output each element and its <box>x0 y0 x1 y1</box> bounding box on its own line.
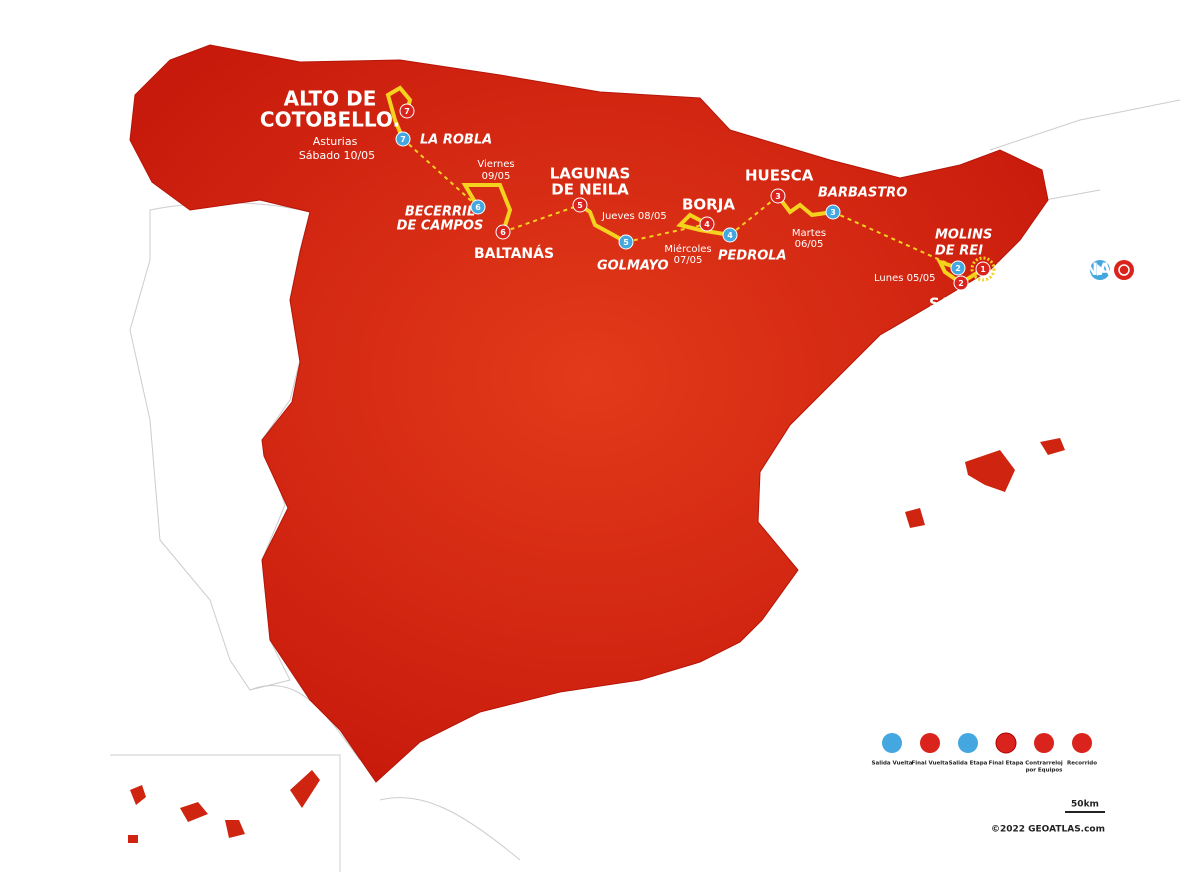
stage-number: 5 <box>577 201 583 210</box>
place-label: Sábado 10/05 <box>299 149 375 162</box>
legend-icon <box>920 733 940 753</box>
legend-icon <box>882 733 902 753</box>
place-label: DE LLOBREGAT <box>929 312 1055 330</box>
place-label: DE REI <box>935 244 983 259</box>
place-label: COTOBELLO. <box>260 108 400 132</box>
legend-label: Salida Vuelta <box>872 761 913 767</box>
legend-label: Recorrido <box>1067 761 1097 767</box>
islands <box>128 438 1065 843</box>
stage-marker <box>572 197 588 213</box>
place-label: Jueves 08/05 <box>601 211 667 222</box>
place-label: BARCELONA <box>996 260 1112 280</box>
legend: 50km ©2022 GEOATLAS.com Salida Vuelta Fin… <box>868 716 1110 835</box>
place-label: Martes <box>792 228 826 239</box>
legend-icon <box>958 733 978 753</box>
stage-marker <box>399 103 415 119</box>
legend-label: por Equipos <box>1026 768 1064 774</box>
spain <box>129 44 1049 783</box>
stage-number: 1 <box>980 265 986 274</box>
stage-marker <box>699 216 715 232</box>
place-label: GOLMAYO <box>597 259 669 274</box>
ttt-icon-dial <box>1118 264 1130 276</box>
place-label: Miércoles <box>664 243 711 255</box>
stage-number: 2 <box>955 264 961 273</box>
place-label: 06/05 <box>795 239 824 250</box>
stage-marker <box>395 131 411 147</box>
credit: ©2022 GEOATLAS.com <box>991 825 1105 835</box>
route <box>385 85 985 286</box>
stage-marker <box>950 260 966 276</box>
stage-number: 2 <box>958 279 964 288</box>
place-label: Lunes 05/05 <box>874 273 935 284</box>
place-label: DE CAMPOS <box>397 219 484 234</box>
legend-icon <box>1072 733 1092 753</box>
stage-number: 7 <box>400 135 406 144</box>
start-icon-arrow <box>1097 264 1105 276</box>
stage-number: 4 <box>727 231 733 240</box>
stage-number: 7 <box>404 107 410 116</box>
place-label: HUESCA <box>745 167 814 185</box>
place-label: MOLINS <box>935 228 992 243</box>
scale-label: 50km <box>1071 800 1099 810</box>
ttt-icon <box>1114 260 1134 280</box>
place-label: BECERRIL <box>405 205 475 220</box>
place-label: BALTANÁS <box>474 245 554 262</box>
stage-number: 6 <box>500 228 506 237</box>
stage-marker <box>470 199 486 215</box>
place-label: 09/05 <box>482 171 511 182</box>
place-label: PEDROLA <box>718 249 787 264</box>
legend-icon <box>995 732 1017 754</box>
stage-marker <box>825 204 841 220</box>
stage-marker <box>953 275 969 291</box>
legend-label: Contrarreloj <box>1025 761 1063 767</box>
stage-marker <box>495 224 511 240</box>
legend-label: Salida Etapa <box>949 761 988 767</box>
stage-ring <box>970 256 996 282</box>
stage-number: 4 <box>704 220 710 229</box>
place-label: Domingo 04/05 <box>998 284 1075 295</box>
stage-marker <box>975 261 991 277</box>
legend-label: Final Etapa <box>989 761 1024 767</box>
place-label: LAGUNAS <box>550 165 631 183</box>
stage-number: 3 <box>830 208 836 217</box>
place-label: Viernes <box>477 159 514 170</box>
legend-label: Final Vuelta <box>911 761 948 767</box>
stage-marker <box>722 227 738 243</box>
stage-number: 6 <box>475 203 481 212</box>
stage-number: 3 <box>775 192 781 201</box>
place-label: LA ROBLA <box>420 133 492 148</box>
legend-icon <box>1034 733 1054 753</box>
place-label: ALTO DE <box>284 87 377 111</box>
place-label: DE NEILA <box>551 181 629 199</box>
legend-box <box>868 716 1110 772</box>
stage-number: 5 <box>623 238 629 247</box>
place-label: Asturias <box>313 135 358 148</box>
stage-marker <box>618 234 634 250</box>
place-label: 07/05 <box>674 255 703 266</box>
place-label: SANT BOI <box>929 295 1009 313</box>
stage-marker <box>770 188 786 204</box>
place-label: BARBASTRO <box>818 186 907 201</box>
place-label: BORJA <box>682 196 735 214</box>
